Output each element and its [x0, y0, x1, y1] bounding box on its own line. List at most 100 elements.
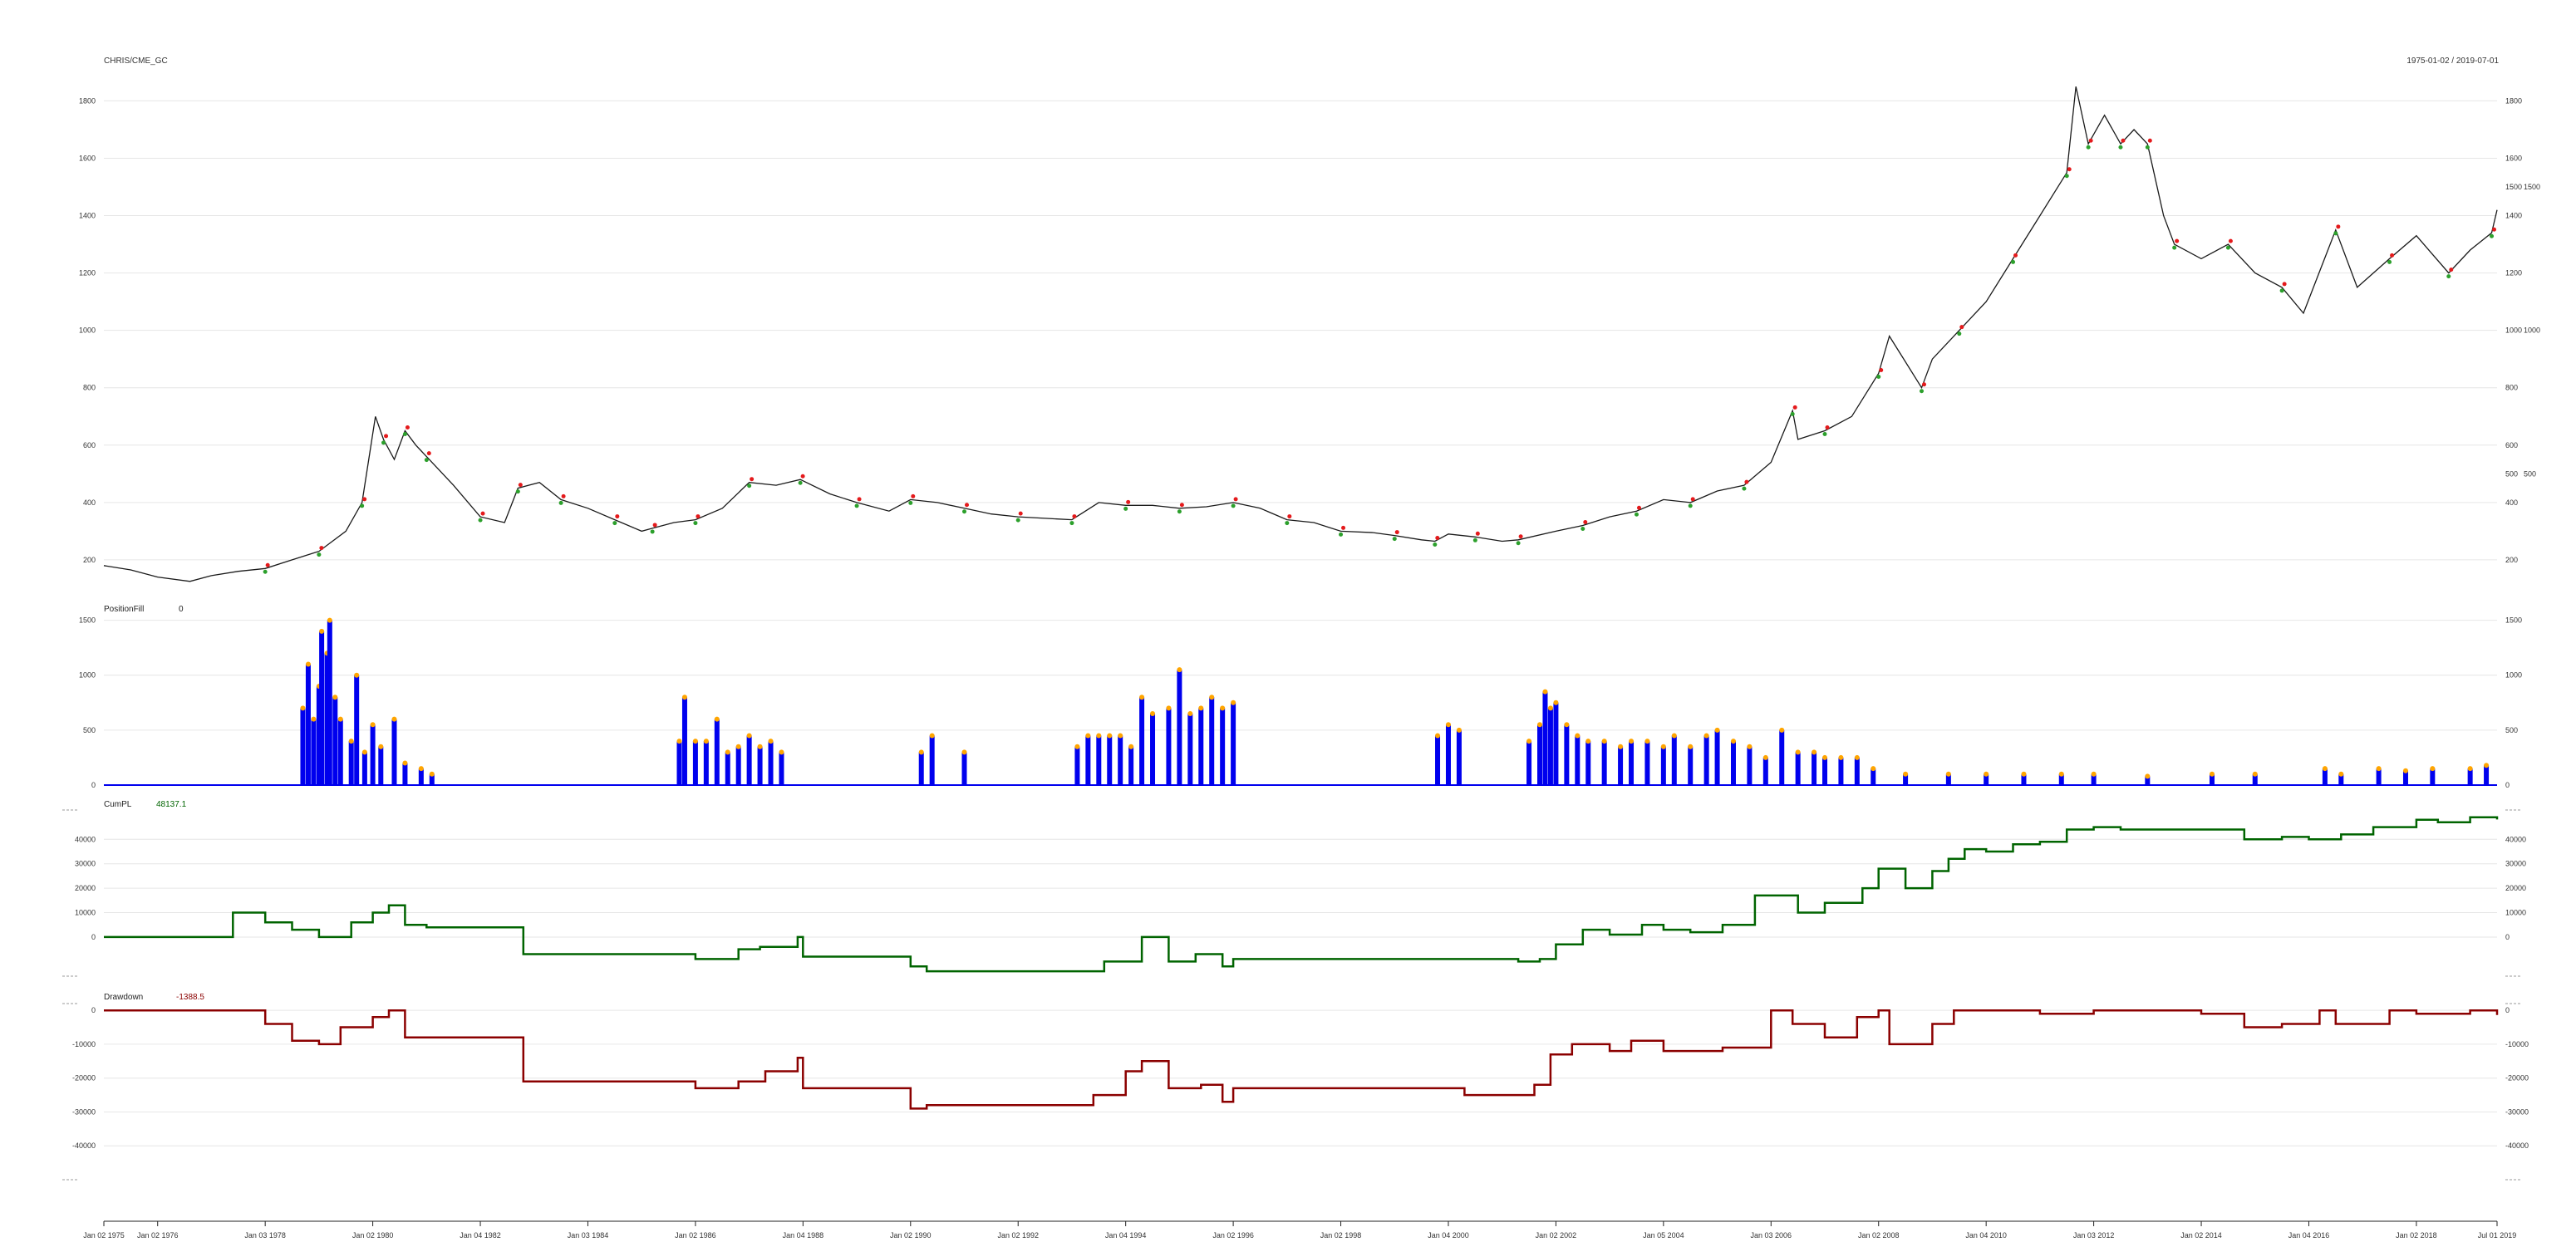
position-dot — [1542, 689, 1548, 695]
cumpl-right-tick-label: 40000 — [2505, 835, 2526, 843]
buy-marker — [1392, 537, 1397, 542]
position-panel: PositionFill 0 — [104, 605, 2497, 786]
position-bar — [1838, 757, 1844, 785]
position-dot — [354, 672, 360, 678]
sell-marker — [750, 477, 755, 482]
position-dot — [918, 749, 924, 755]
buy-marker — [1920, 389, 1925, 394]
position-bar — [692, 741, 698, 785]
position-left-tick-label: 1500 — [79, 616, 96, 625]
buy-marker — [1339, 532, 1344, 537]
drawdown-right-tick-label: -10000 — [2505, 1040, 2529, 1048]
position-bar — [1231, 702, 1236, 785]
sell-marker — [1287, 514, 1292, 519]
position-dot — [1644, 739, 1650, 744]
price-left-tick-label: 600 — [83, 441, 96, 449]
position-bar — [305, 664, 311, 785]
sell-marker — [1126, 499, 1131, 504]
position-bar — [324, 653, 330, 785]
position-bar — [1854, 757, 1860, 785]
buy-marker — [1876, 374, 1881, 379]
position-dot — [735, 744, 741, 749]
buy-marker — [1634, 512, 1639, 517]
position-bar — [1553, 702, 1559, 785]
position-dot — [692, 739, 698, 744]
position-bar — [1703, 735, 1709, 785]
drawdown-left-tick-label: -10000 — [72, 1040, 96, 1048]
position-dot — [1762, 754, 1768, 760]
buy-marker — [1742, 486, 1747, 491]
position-dot — [1177, 667, 1182, 673]
drawdown-panel-value: -1388.5 — [176, 993, 204, 1002]
price-series-line — [103, 86, 2498, 582]
x-tick-label: Jan 04 1982 — [460, 1231, 501, 1240]
x-tick-label: Jan 03 2012 — [2073, 1231, 2115, 1240]
position-left-tick-label: 0 — [91, 781, 96, 789]
sell-marker — [518, 483, 523, 488]
buy-marker — [2446, 274, 2451, 279]
price-left-tick-label: 1200 — [79, 269, 96, 277]
position-bar — [1730, 741, 1736, 785]
cumpl-left-tick-label: 20000 — [75, 884, 96, 892]
position-dot — [1703, 733, 1709, 739]
position-bar — [1198, 708, 1204, 785]
position-bar — [1166, 708, 1172, 785]
position-dot — [1984, 771, 1989, 777]
position-dot — [319, 628, 325, 634]
position-bar — [311, 719, 317, 785]
position-dot — [2021, 771, 2027, 777]
position-dot — [1445, 722, 1451, 728]
sell-marker — [1744, 479, 1749, 484]
cumpl-left-tick-label: 10000 — [75, 909, 96, 917]
x-tick-label: Jan 02 2014 — [2180, 1231, 2222, 1240]
sell-marker — [319, 546, 324, 551]
position-dot — [1795, 749, 1801, 755]
price-left-tick-label: 200 — [83, 556, 96, 564]
position-bar — [1747, 746, 1753, 785]
position-dot — [1209, 695, 1215, 700]
price-panel — [103, 86, 2498, 582]
buy-marker — [854, 503, 859, 508]
position-dot — [361, 749, 367, 755]
position-dot — [418, 766, 424, 772]
position-dot — [779, 749, 784, 755]
position-bar — [703, 741, 709, 785]
sell-marker — [615, 514, 620, 519]
position-dot — [1435, 733, 1441, 739]
position-dot — [311, 716, 317, 722]
buy-marker — [1688, 503, 1693, 508]
price-left-tick-label: 1000 — [79, 326, 96, 335]
position-bar — [1671, 735, 1677, 785]
x-tick-label: Jan 03 1978 — [244, 1231, 286, 1240]
position-bar — [735, 746, 741, 785]
position-dot — [1547, 705, 1553, 711]
x-tick-label: Jan 02 1996 — [1212, 1231, 1254, 1240]
position-right-tick-label: 0 — [2505, 781, 2510, 789]
sell-marker — [1879, 367, 1884, 372]
position-bar — [961, 752, 967, 785]
buy-marker — [1957, 331, 1962, 336]
buy-marker — [2333, 231, 2338, 236]
position-bar — [918, 752, 924, 785]
position-bar — [370, 724, 376, 785]
position-dot — [961, 749, 967, 755]
buy-marker — [317, 552, 322, 557]
price-left-tick-label: 1600 — [79, 154, 96, 162]
position-bar — [1822, 757, 1828, 785]
position-bar — [1762, 757, 1768, 785]
drawdown-right-tick-label: -20000 — [2505, 1074, 2529, 1082]
x-tick-label: Jan 04 1994 — [1105, 1231, 1147, 1240]
position-bar — [1177, 670, 1182, 785]
date-range: 1975-01-02 / 2019-07-01 — [2406, 56, 2499, 66]
drawdown-right-tick-label: -40000 — [2505, 1141, 2529, 1150]
position-bar — [378, 746, 384, 785]
buy-marker — [612, 521, 617, 526]
x-tick-label: Jan 02 1990 — [890, 1231, 932, 1240]
position-dot — [327, 617, 332, 623]
sell-marker — [1179, 503, 1184, 508]
price-right-tick-label: 800 — [2505, 384, 2518, 392]
sell-marker — [2088, 138, 2093, 143]
buy-marker — [2279, 288, 2284, 293]
drawdown-series-line — [104, 1009, 2499, 1110]
position-dot — [2145, 773, 2151, 779]
